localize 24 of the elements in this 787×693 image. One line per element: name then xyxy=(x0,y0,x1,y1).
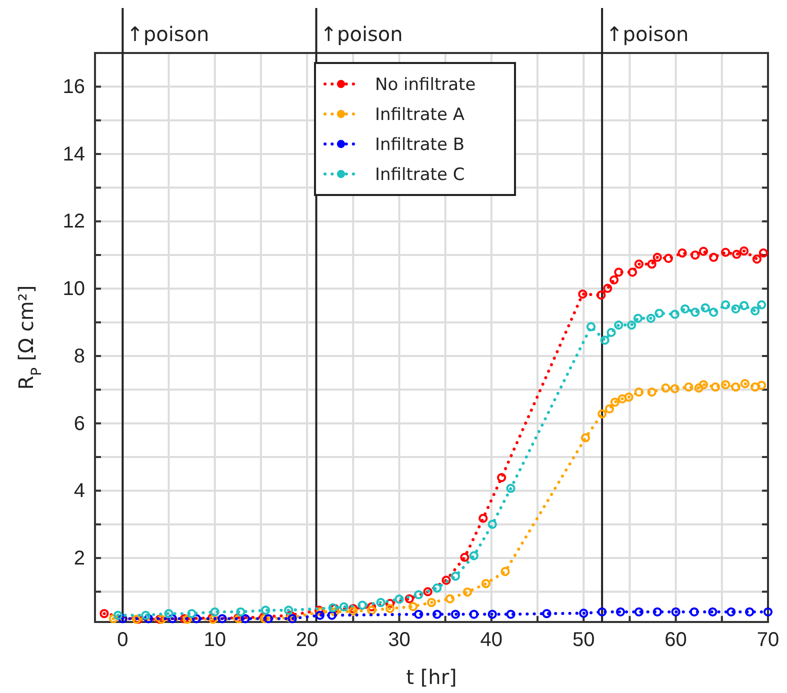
y-tick-label: 10 xyxy=(62,278,85,300)
legend-label: Infiltrate A xyxy=(375,105,465,125)
y-tick-label: 2 xyxy=(74,547,85,570)
ref-line-label: ↑poison xyxy=(126,22,210,46)
x-tick-label: 40 xyxy=(480,629,503,652)
x-tick-label: 70 xyxy=(756,629,780,652)
x-tick-label: 10 xyxy=(204,629,226,652)
ref-line-label: ↑poison xyxy=(320,22,403,46)
legend-label: Infiltrate B xyxy=(375,135,464,155)
x-tick-label: 0 xyxy=(117,629,128,652)
y-tick-label: 6 xyxy=(74,412,85,435)
x-axis-title: t [hr] xyxy=(406,665,457,689)
y-tick-label: 12 xyxy=(62,210,85,233)
ref-line-label: ↑poison xyxy=(606,22,689,46)
y-tick-label: 14 xyxy=(62,143,85,166)
x-tick-label: 60 xyxy=(664,629,687,652)
legend-label: No infiltrate xyxy=(375,75,476,95)
y-tick-label: 4 xyxy=(74,480,85,502)
x-tick-label: 50 xyxy=(572,629,595,652)
legend-label: Infiltrate C xyxy=(375,165,465,185)
y-tick-label: 16 xyxy=(62,76,85,98)
y-tick-label: 8 xyxy=(74,345,85,368)
x-tick-label: 20 xyxy=(296,629,318,652)
x-tick-label: 30 xyxy=(388,629,410,652)
